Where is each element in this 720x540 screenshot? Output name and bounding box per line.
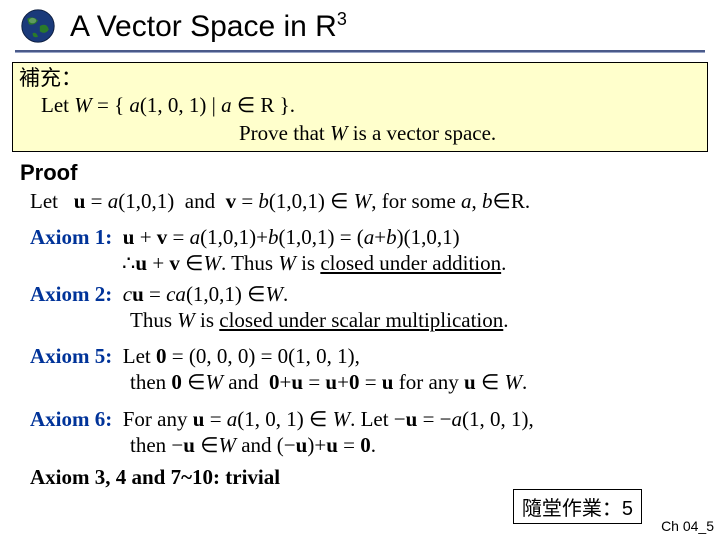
proof-heading: Proof — [20, 160, 720, 186]
axiom-6-line1: For any u = a(1, 0, 1) ∈ W. Let −u = −a(… — [123, 407, 534, 431]
axiom-2-conclusion: Thus W is closed under scalar multiplica… — [30, 307, 702, 333]
axiom-5-line2: then 0 ∈W and 0+u = u+0 = u for any u ∈ … — [30, 369, 702, 395]
slide-title: A Vector Space in R3 — [70, 9, 347, 44]
proof-body: Let u = a(1,0,1) and v = b(1,0,1) ∈ W, f… — [0, 188, 720, 491]
slide-footer: Ch 04_5 — [661, 518, 714, 534]
axiom-2-label: Axiom 2: — [30, 282, 112, 306]
axiom-2-expr: cu = ca(1,0,1) ∈W. — [123, 282, 288, 306]
axiom-5-label: Axiom 5: — [30, 344, 112, 368]
supplement-box: 補充： Let W = { a(1, 0, 1) | a ∈ R }. Prov… — [12, 62, 708, 152]
axiom-6: Axiom 6: For any u = a(1, 0, 1) ∈ W. Let… — [30, 406, 702, 459]
supplement-label: 補充： — [19, 67, 82, 90]
axiom-rest-text: Axiom 3, 4 and 7~10: trivial — [30, 465, 280, 489]
axiom-1: Axiom 1: u + v = a(1,0,1)+b(1,0,1) = (a+… — [30, 224, 702, 277]
axiom-6-line2: then −u ∈W and (−u)+u = 0. — [30, 432, 702, 458]
homework-box: 隨堂作業：5 — [513, 489, 642, 524]
axiom-5: Axiom 5: Let 0 = (0, 0, 0) = 0(1, 0, 1),… — [30, 343, 702, 396]
axiom-1-label: Axiom 1: — [30, 225, 112, 249]
header-divider — [15, 50, 705, 53]
supplement-line1: Let W = { a(1, 0, 1) | a ∈ R }. — [19, 93, 295, 117]
supplement-line2: Prove that W is a vector space. — [19, 120, 496, 147]
axiom-1-conclusion: ∴u + v ∈W. Thus W is closed under additi… — [30, 250, 702, 276]
globe-icon — [20, 8, 56, 44]
axiom-2: Axiom 2: cu = ca(1,0,1) ∈W. Thus W is cl… — [30, 281, 702, 334]
axiom-rest: Axiom 3, 4 and 7~10: trivial — [30, 464, 702, 490]
let-line: Let u = a(1,0,1) and v = b(1,0,1) ∈ W, f… — [30, 188, 702, 214]
axiom-6-label: Axiom 6: — [30, 407, 112, 431]
axiom-1-expr: u + v = a(1,0,1)+b(1,0,1) = (a+b)(1,0,1) — [123, 225, 460, 249]
slide-header: A Vector Space in R3 — [0, 0, 720, 50]
axiom-5-line1: Let 0 = (0, 0, 0) = 0(1, 0, 1), — [123, 344, 360, 368]
